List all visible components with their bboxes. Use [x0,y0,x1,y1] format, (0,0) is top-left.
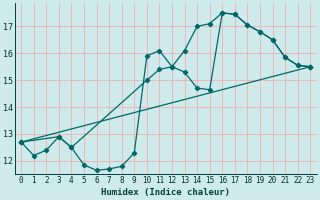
X-axis label: Humidex (Indice chaleur): Humidex (Indice chaleur) [101,188,230,197]
